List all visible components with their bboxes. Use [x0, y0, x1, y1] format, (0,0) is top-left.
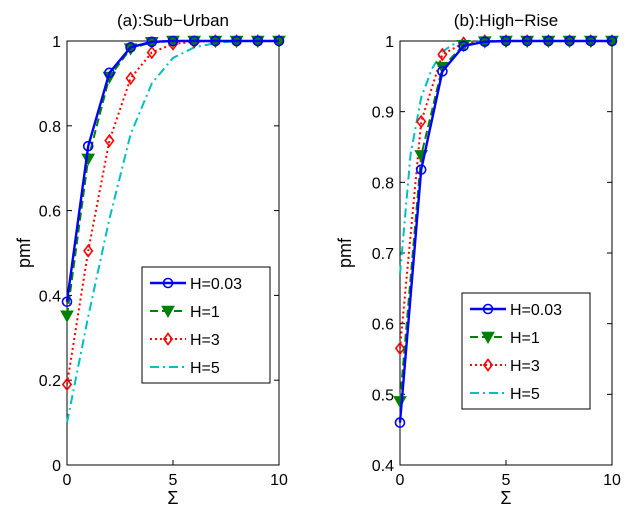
legend-entry-h-5: H=5 [150, 360, 220, 377]
data-point [585, 35, 597, 47]
data-point [521, 35, 533, 47]
data-point [415, 164, 427, 175]
legend-box [141, 266, 271, 384]
y-tick-label: 1 [52, 34, 61, 51]
data-point [188, 35, 200, 47]
data-point [125, 42, 136, 53]
data-point [82, 140, 94, 152]
legend-marker [482, 303, 494, 315]
data-point [394, 417, 406, 428]
legend-entry-h-5: H=5 [470, 386, 540, 403]
legend-label: H=1 [190, 304, 220, 321]
data-point [543, 35, 554, 47]
x-tick-label: 10 [270, 472, 288, 489]
legend-label: H=0.03 [190, 276, 242, 293]
data-point [394, 341, 406, 356]
x-tick-label: 0 [396, 472, 405, 489]
legend-label: H=0.03 [510, 302, 562, 319]
y-tick-label: 0.4 [39, 288, 61, 305]
data-point [61, 377, 73, 392]
plot-area-a [66, 40, 280, 466]
data-point [125, 71, 136, 86]
data-point [606, 35, 618, 47]
y-tick-label: 1 [385, 34, 394, 51]
y-axis-label-a: pmf [14, 237, 34, 268]
series-layer-b [393, 34, 619, 428]
y-tick-label: 0 [52, 458, 61, 475]
y-tick-label: 0.7 [372, 246, 394, 263]
series-h-0-03 [394, 35, 618, 428]
x-axis-label-b: Σ [500, 488, 511, 508]
data-point [104, 133, 115, 148]
legend-label: H=5 [510, 386, 540, 403]
data-point [104, 67, 115, 79]
legend-label: H=3 [510, 358, 540, 375]
data-point [252, 35, 264, 47]
y-tick-label: 0.8 [39, 119, 61, 136]
legend-entry-h-3: H=3 [470, 358, 540, 375]
legend-entry-h-0-03: H=0.03 [150, 276, 242, 293]
x-tick-label: 10 [603, 472, 621, 489]
y-ticks-b: 0.4 0.5 0.6 0.7 0.8 0.9 1 [372, 34, 612, 475]
legend-marker [481, 331, 495, 345]
y-ticks-a: 0 0.2 0.4 0.6 0.8 1 [39, 34, 279, 475]
chart-title-b: (b):High−Rise [454, 11, 558, 30]
series-layer-a [60, 34, 286, 423]
legend-entry-h-1: H=1 [150, 304, 220, 321]
legend-label: H=3 [190, 332, 220, 349]
chart-panel-a: (a):Sub−Urban pmf Σ 00.20.40.60.81 0 5 10 … [14, 11, 288, 508]
data-point [61, 296, 73, 308]
series-h-0-03 [61, 35, 285, 308]
y-tick-label: 0.6 [372, 317, 394, 334]
y-tick-label: 0.6 [39, 204, 61, 221]
series-line-h-0-03 [65, 39, 279, 302]
legend-marker [162, 277, 174, 289]
data-point [167, 35, 179, 47]
y-tick-label: 0.4 [372, 458, 394, 475]
data-point [231, 35, 242, 47]
data-point [60, 310, 74, 323]
y-tick-label: 0.5 [372, 387, 394, 404]
x-axis-label-a: Σ [167, 488, 178, 508]
legend-marker [161, 305, 175, 319]
legend-entry-h-0-03: H=0.03 [470, 302, 562, 319]
legend-marker [482, 358, 494, 372]
legend-entry-h-1: H=1 [470, 330, 540, 347]
legend-marker [162, 332, 174, 346]
legend-label: H=1 [510, 330, 540, 347]
data-point [479, 36, 491, 48]
legend-entry-h-3: H=3 [150, 332, 220, 349]
x-tick-label: 5 [502, 472, 511, 489]
legend-label: H=5 [190, 360, 220, 377]
data-point [146, 45, 157, 60]
y-tick-label: 0.2 [39, 373, 61, 390]
data-point [458, 40, 469, 52]
chart-panel-b: (b):High−Rise pmf Σ 0.40.50.60.70.80.91 … [335, 11, 621, 508]
y-axis-label-b: pmf [335, 237, 355, 268]
data-point [210, 35, 221, 47]
x-tick-label: 0 [63, 472, 72, 489]
y-tick-label: 0.9 [372, 105, 394, 122]
chart-title-a: (a):Sub−Urban [117, 11, 229, 30]
data-point [146, 36, 158, 48]
x-tick-label: 5 [169, 472, 178, 489]
legend-b: H=0.03 H=1 H=3 H=5 [461, 292, 591, 410]
data-point [83, 244, 94, 258]
data-point [437, 47, 448, 62]
data-point [273, 35, 285, 47]
data-point [500, 35, 512, 47]
data-point [437, 66, 448, 77]
series-line-h-0-03 [398, 39, 612, 423]
data-point [416, 114, 427, 129]
data-point [564, 35, 575, 47]
legend-a: H=0.03 H=1 H=3 H=5 [141, 266, 271, 384]
y-tick-label: 0.8 [372, 175, 394, 192]
legend-box [461, 292, 591, 410]
